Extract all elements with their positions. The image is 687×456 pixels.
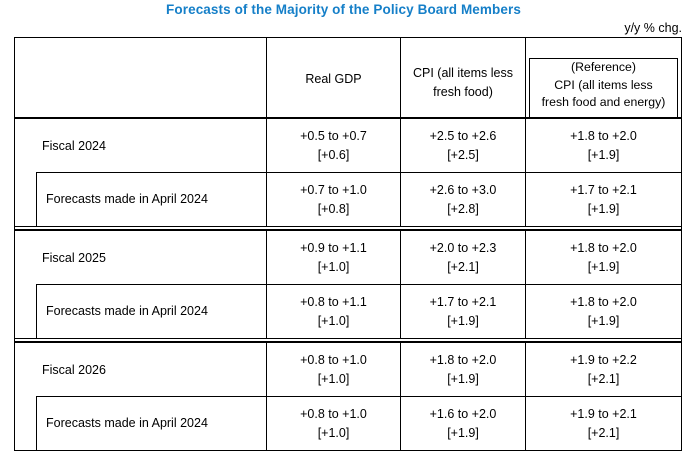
fiscal-row-label: Fiscal 2024 xyxy=(42,138,106,153)
value-median: [+2.1] xyxy=(447,259,479,274)
value-range: +0.9 to +1.1 xyxy=(300,240,367,255)
value-median: [+2.8] xyxy=(447,201,479,216)
gdp-value-cell: +0.8 to +1.0 [+1.0] xyxy=(266,343,400,396)
value-range: +1.7 to +2.1 xyxy=(570,182,637,197)
cpi-value-cell: +2.6 to +3.0 [+2.8] xyxy=(400,172,525,226)
value-median: [+2.5] xyxy=(447,147,479,162)
april-forecast-row-label: Forecasts made in April 2024 xyxy=(15,396,266,450)
cpi-value-cell: +2.5 to +2.6 [+2.5] xyxy=(400,119,525,172)
value-median: [+1.9] xyxy=(587,201,620,216)
sub-row-label-text: Forecasts made in April 2024 xyxy=(46,304,208,318)
value-median: [+1.9] xyxy=(447,313,479,328)
unit-note: y/y % chg. xyxy=(624,21,682,35)
reference-value-cell: +1.8 to +2.0 [+1.9] xyxy=(525,119,681,172)
header-reference: (Reference) CPI (all items less fresh fo… xyxy=(525,38,681,117)
reference-value-cell: +1.8 to +2.0 [+1.9] xyxy=(525,231,681,284)
value-median: [+1.9] xyxy=(447,371,479,386)
cpi-value-cell: +1.8 to +2.0 [+1.9] xyxy=(400,343,525,396)
value-median: [+1.0] xyxy=(317,425,350,440)
forecast-table: Real GDP CPI (all items less fresh food)… xyxy=(14,37,682,451)
value-range: +2.5 to +2.6 xyxy=(429,128,497,143)
value-median: [+2.1] xyxy=(587,425,620,440)
value-median: [+0.8] xyxy=(317,201,350,216)
fiscal-row-label: Fiscal 2025 xyxy=(42,250,106,265)
reference-value-cell: +1.7 to +2.1 [+1.9] xyxy=(525,172,681,226)
reference-value-cell: +1.9 to +2.1 [+2.1] xyxy=(525,396,681,450)
sub-row-label-text: Forecasts made in April 2024 xyxy=(46,192,208,206)
fiscal-2025-block: Fiscal 2025 +0.9 to +1.1 [+1.0] +2.0 to … xyxy=(15,229,681,339)
table-header-row: Real GDP CPI (all items less fresh food)… xyxy=(15,38,681,119)
value-range: +1.8 to +2.0 xyxy=(570,128,637,143)
reference-value-cell: +1.8 to +2.0 [+1.9] xyxy=(525,284,681,338)
gdp-value-cell: +0.9 to +1.1 [+1.0] xyxy=(266,231,400,284)
value-median: [+1.9] xyxy=(587,259,620,274)
gdp-value-cell: +0.7 to +1.0 [+0.8] xyxy=(266,172,400,226)
april-forecast-row-label: Forecasts made in April 2024 xyxy=(15,284,266,338)
cpi-value-cell: +1.7 to +2.1 [+1.9] xyxy=(400,284,525,338)
value-range: +0.8 to +1.0 xyxy=(300,406,367,421)
value-median: [+1.9] xyxy=(447,425,479,440)
header-real-gdp: Real GDP xyxy=(266,38,400,117)
value-range: +1.8 to +2.0 xyxy=(570,240,637,255)
gdp-value-cell: +0.8 to +1.1 [+1.0] xyxy=(266,284,400,338)
value-range: +0.7 to +1.0 xyxy=(300,182,367,197)
value-range: +1.8 to +2.0 xyxy=(570,294,637,309)
gdp-value-cell: +0.8 to +1.0 [+1.0] xyxy=(266,396,400,450)
value-median: [+1.0] xyxy=(317,371,350,386)
header-cpi: CPI (all items less fresh food) xyxy=(400,38,525,117)
value-median: [+1.9] xyxy=(587,313,620,328)
value-range: +2.0 to +2.3 xyxy=(429,240,497,255)
fiscal-row-label: Fiscal 2026 xyxy=(42,362,106,377)
cpi-value-cell: +1.6 to +2.0 [+1.9] xyxy=(400,396,525,450)
header-period-cell xyxy=(15,38,266,117)
value-median: [+1.0] xyxy=(317,313,350,328)
value-range: +1.9 to +2.2 xyxy=(570,352,637,367)
fiscal-2026-block: Fiscal 2026 +0.8 to +1.0 [+1.0] +1.8 to … xyxy=(15,341,681,450)
value-median: [+2.1] xyxy=(587,371,620,386)
april-forecast-row-label: Forecasts made in April 2024 xyxy=(15,172,266,226)
sub-row-label-text: Forecasts made in April 2024 xyxy=(46,416,208,430)
value-range: +1.9 to +2.1 xyxy=(570,406,637,421)
value-median: [+1.0] xyxy=(317,259,350,274)
value-range: +0.8 to +1.1 xyxy=(300,294,367,309)
value-range: +2.6 to +3.0 xyxy=(429,182,497,197)
value-range: +1.7 to +2.1 xyxy=(429,294,497,309)
reference-value-cell: +1.9 to +2.2 [+2.1] xyxy=(525,343,681,396)
page-title: Forecasts of the Majority of the Policy … xyxy=(166,2,521,17)
value-range: +0.8 to +1.0 xyxy=(300,352,367,367)
fiscal-2024-block: Fiscal 2024 +0.5 to +0.7 [+0.6] +2.5 to … xyxy=(15,119,681,227)
value-range: +1.8 to +2.0 xyxy=(429,352,497,367)
gdp-value-cell: +0.5 to +0.7 [+0.6] xyxy=(266,119,400,172)
value-median: [+1.9] xyxy=(587,147,620,162)
value-median: [+0.6] xyxy=(317,147,350,162)
cpi-value-cell: +2.0 to +2.3 [+2.1] xyxy=(400,231,525,284)
value-range: +0.5 to +0.7 xyxy=(300,128,367,143)
value-range: +1.6 to +2.0 xyxy=(429,406,497,421)
